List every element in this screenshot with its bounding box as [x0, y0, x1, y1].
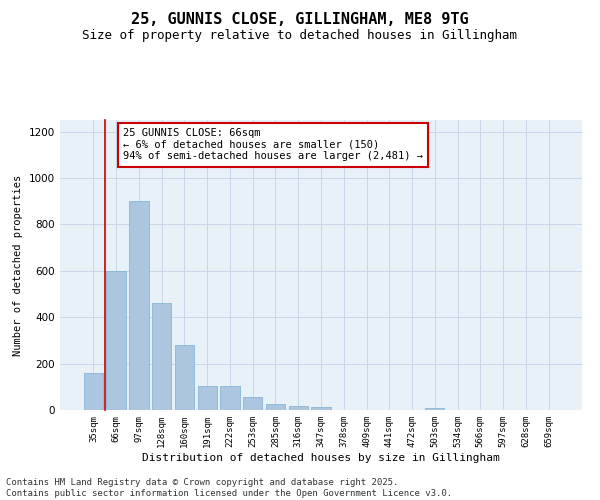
Bar [84, 373, 103, 410]
Bar [106, 271, 126, 410]
X-axis label: Distribution of detached houses by size in Gillingham: Distribution of detached houses by size … [142, 452, 500, 462]
Text: Contains HM Land Registry data © Crown copyright and database right 2025.
Contai: Contains HM Land Registry data © Crown c… [6, 478, 452, 498]
Bar [266, 404, 285, 410]
Bar [175, 345, 194, 410]
Text: 25, GUNNIS CLOSE, GILLINGHAM, ME8 9TG: 25, GUNNIS CLOSE, GILLINGHAM, ME8 9TG [131, 12, 469, 28]
Bar [425, 408, 445, 410]
Text: Size of property relative to detached houses in Gillingham: Size of property relative to detached ho… [83, 29, 517, 42]
Bar [289, 406, 308, 410]
Bar [311, 407, 331, 410]
Bar [152, 304, 172, 410]
Bar [243, 397, 262, 410]
Bar [220, 386, 239, 410]
Bar [197, 386, 217, 410]
Y-axis label: Number of detached properties: Number of detached properties [13, 174, 23, 356]
Text: 25 GUNNIS CLOSE: 66sqm
← 6% of detached houses are smaller (150)
94% of semi-det: 25 GUNNIS CLOSE: 66sqm ← 6% of detached … [123, 128, 423, 162]
Bar [129, 201, 149, 410]
